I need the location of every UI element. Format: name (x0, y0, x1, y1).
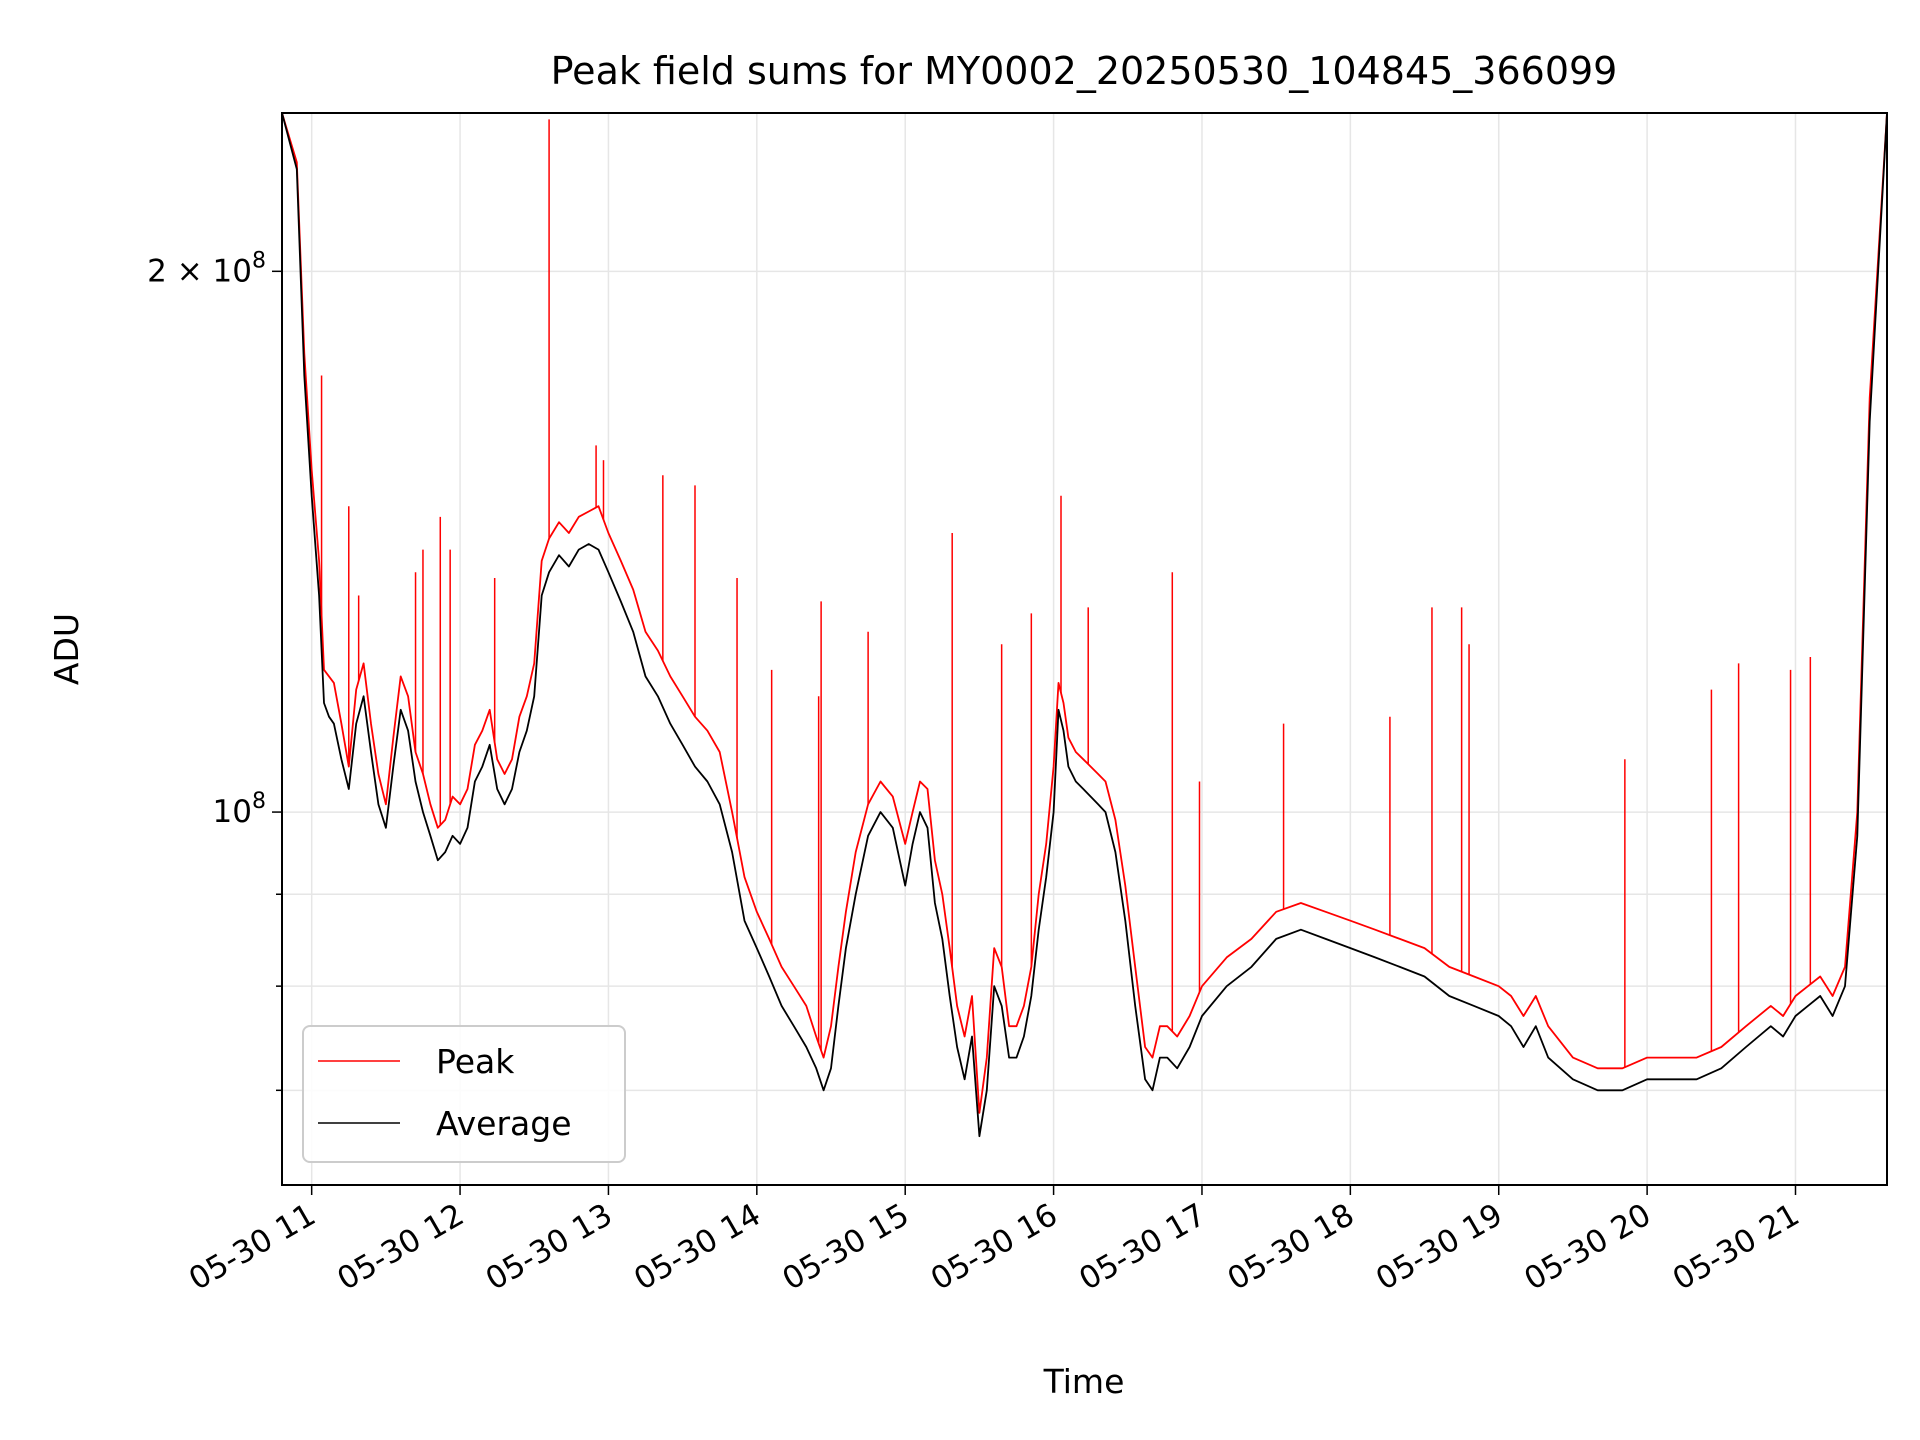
series-line-peak (282, 113, 1887, 1114)
y-tick-label-exponent: 8 (252, 789, 266, 814)
y-tick-label: 2 × 108 (147, 248, 266, 289)
y-tick-label-base: 10 (213, 794, 252, 830)
plot-frame (281, 112, 1888, 1186)
y-tick-label-exponent: 8 (252, 248, 266, 273)
legend-box (302, 1025, 626, 1163)
series-line-average (282, 113, 1887, 1138)
legend: Peak Average (302, 1025, 626, 1163)
legend-peak-label: Peak (436, 1042, 515, 1081)
y-tick-label: 108 (213, 789, 266, 830)
series-group (282, 113, 1887, 1138)
legend-average-label: Average (436, 1104, 572, 1143)
y-axis-label: ADU (47, 613, 86, 685)
x-axis-label: Time (1043, 1362, 1125, 1401)
grid (282, 113, 1887, 1185)
y-tick-label-base: 2 × 10 (147, 253, 252, 289)
chart-title: Peak field sums for MY0002_20250530_1048… (551, 49, 1618, 93)
